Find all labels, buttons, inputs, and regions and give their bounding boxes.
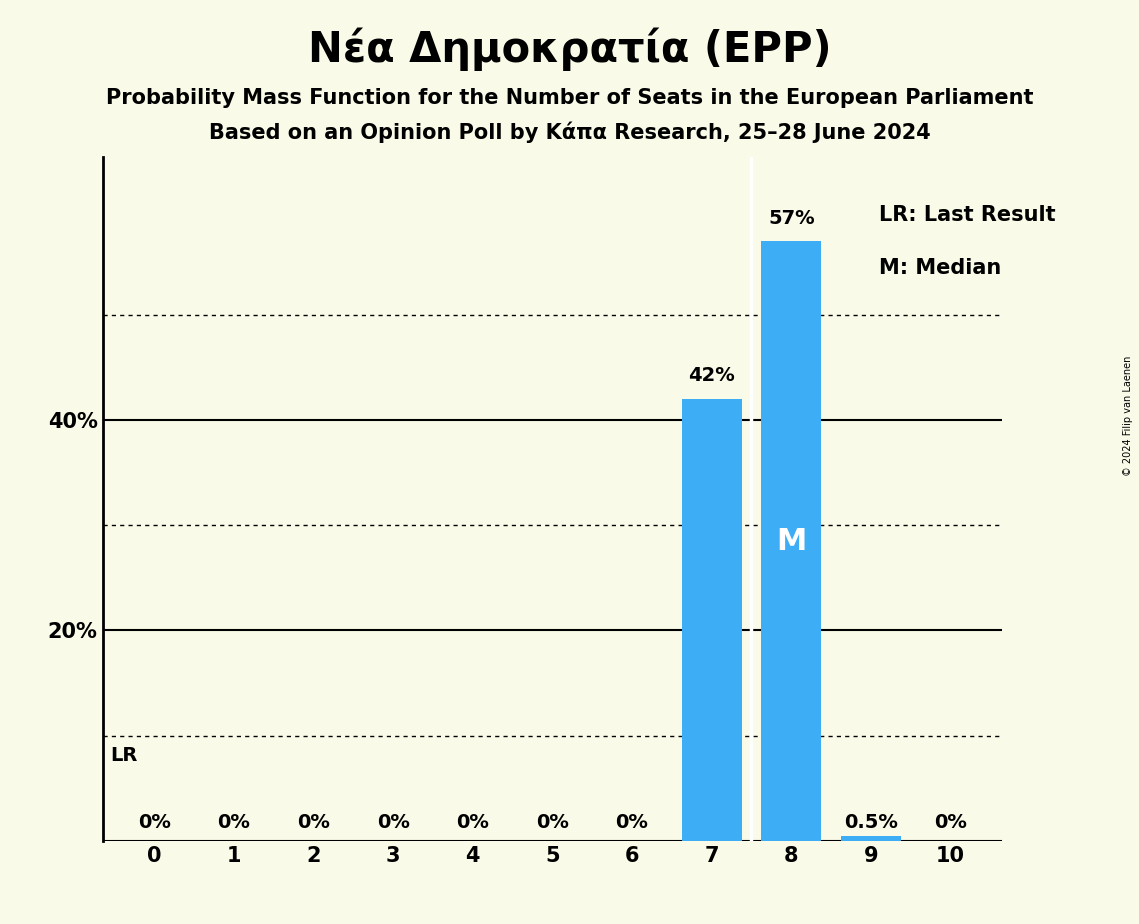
Text: M: M bbox=[776, 527, 806, 555]
Text: LR: LR bbox=[110, 746, 138, 765]
Bar bbox=[682, 399, 741, 841]
Text: Based on an Opinion Poll by Κάπα Research, 25–28 June 2024: Based on an Opinion Poll by Κάπα Researc… bbox=[208, 122, 931, 143]
Bar bbox=[841, 835, 901, 841]
Text: M: Median: M: Median bbox=[879, 258, 1001, 277]
Text: 0%: 0% bbox=[297, 813, 330, 833]
Text: 0%: 0% bbox=[218, 813, 251, 833]
Bar bbox=[762, 241, 821, 841]
Text: 0.5%: 0.5% bbox=[844, 813, 898, 833]
Text: 0%: 0% bbox=[377, 813, 410, 833]
Text: Probability Mass Function for the Number of Seats in the European Parliament: Probability Mass Function for the Number… bbox=[106, 88, 1033, 108]
Text: 0%: 0% bbox=[457, 813, 490, 833]
Text: 57%: 57% bbox=[768, 209, 814, 227]
Text: 0%: 0% bbox=[615, 813, 648, 833]
Text: 0%: 0% bbox=[934, 813, 967, 833]
Text: 0%: 0% bbox=[138, 813, 171, 833]
Text: © 2024 Filip van Laenen: © 2024 Filip van Laenen bbox=[1123, 356, 1133, 476]
Text: 42%: 42% bbox=[688, 366, 735, 385]
Text: LR: Last Result: LR: Last Result bbox=[879, 205, 1056, 225]
Text: 0%: 0% bbox=[536, 813, 568, 833]
Text: Νέα Δημοκρατία (EPP): Νέα Δημοκρατία (EPP) bbox=[308, 28, 831, 71]
